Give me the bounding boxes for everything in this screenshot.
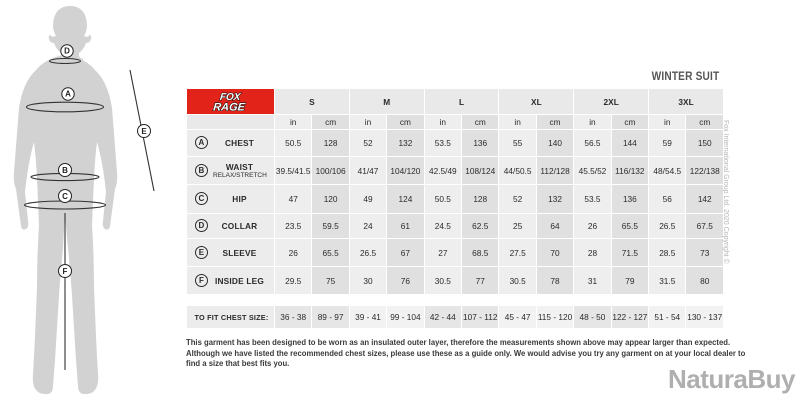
svg-text:A: A	[65, 90, 71, 99]
svg-text:F: F	[63, 267, 68, 276]
svg-text:RAGE: RAGE	[213, 102, 247, 113]
svg-text:B: B	[62, 166, 68, 175]
svg-text:E: E	[141, 127, 147, 136]
svg-text:D: D	[64, 47, 70, 56]
svg-text:C: C	[62, 192, 68, 201]
